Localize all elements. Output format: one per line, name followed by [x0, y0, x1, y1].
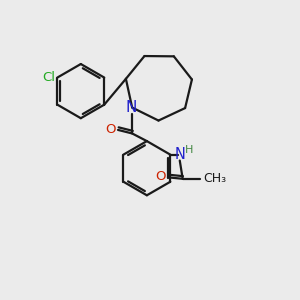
- Text: H: H: [184, 145, 193, 155]
- Text: N: N: [126, 100, 137, 115]
- Text: O: O: [105, 123, 116, 136]
- Text: CH₃: CH₃: [203, 172, 226, 185]
- Text: O: O: [155, 170, 166, 183]
- Text: Cl: Cl: [42, 71, 55, 84]
- Text: N: N: [174, 147, 185, 162]
